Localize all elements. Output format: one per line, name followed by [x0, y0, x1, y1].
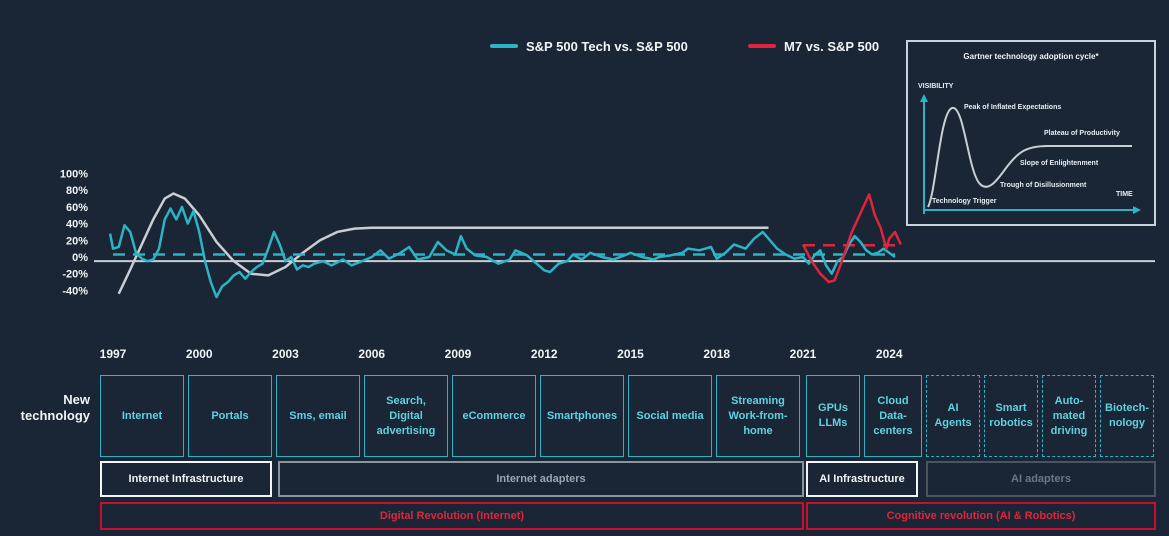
x-tick-label: 2003 [272, 347, 299, 361]
phase-box: AI adapters [926, 461, 1156, 497]
inset-y-arrow [920, 94, 928, 102]
y-tick-label: -40% [62, 285, 88, 297]
new-technology-label: New technology [20, 392, 90, 423]
legend-swatch-tech [490, 44, 518, 48]
main-line-chart: 100% 80% 60% 40% 20% 0% -20% -40% 1997 2000 2003 20… [60, 169, 1155, 361]
legend-item-m7: M7 vs. S&P 500 [748, 38, 879, 54]
x-tick-label: 2021 [790, 347, 817, 361]
series-line-tech [108, 205, 896, 299]
technology-box: Auto- mated driving [1042, 375, 1096, 457]
technology-box: AI Agents [926, 375, 980, 457]
phase-box: Internet adapters [278, 461, 804, 497]
technology-box: Internet [100, 375, 184, 457]
series-line-m7 [801, 193, 902, 284]
technology-box: Smart robotics [984, 375, 1038, 457]
x-tick-label: 1997 [100, 347, 127, 361]
inset-trough-label: Trough of Disillusionment [1000, 182, 1087, 189]
inset-y-label: VISIBILITY [918, 83, 954, 90]
y-tick-label: -20% [62, 269, 88, 281]
technology-box: Search, Digital advertising [364, 375, 448, 457]
revolution-box: Digital Revolution (Internet) [100, 502, 804, 530]
inset-trigger-label: Technology Trigger [932, 198, 997, 205]
inset-curve [920, 94, 1141, 214]
revolution-box: Cognitive revolution (AI & Robotics) [806, 502, 1156, 530]
technology-box: Smartphones [540, 375, 624, 457]
x-tick-label: 2000 [186, 347, 213, 361]
inset-plateau-label: Plateau of Productivity [1044, 130, 1120, 137]
legend-label-tech: S&P 500 Tech vs. S&P 500 [526, 38, 688, 54]
y-tick-label: 80% [66, 185, 88, 197]
hype-overlay-curve [117, 192, 769, 295]
inset-title: Gartner technology adoption cycle* [963, 52, 1099, 61]
y-tick-label: 40% [66, 219, 88, 231]
x-tick-label: 2009 [445, 347, 472, 361]
technology-box: Streaming Work-from- home [716, 375, 800, 457]
inset-x-label: TIME [1116, 191, 1133, 198]
inset-x-arrow [1133, 206, 1141, 214]
technology-box: Biotech- nology [1100, 375, 1154, 457]
phase-box: AI Infrastructure [806, 461, 918, 497]
y-tick-label: 60% [66, 202, 88, 214]
inset-slope-label: Slope of Enlightenment [1020, 160, 1099, 167]
legend-item-tech: S&P 500 Tech vs. S&P 500 [490, 38, 688, 54]
gartner-cycle-inset: Gartner technology adoption cycle* VISIB… [906, 40, 1156, 226]
technology-box: Portals [188, 375, 272, 457]
inset-peak-label: Peak of Inflated Expectations [964, 104, 1062, 111]
x-tick-label: 2012 [531, 347, 558, 361]
technology-box: eCommerce [452, 375, 536, 457]
legend-swatch-m7 [748, 44, 776, 48]
phase-box: Internet Infrastructure [100, 461, 272, 497]
technology-box: Social media [628, 375, 712, 457]
x-tick-label: 2006 [358, 347, 385, 361]
x-tick-label: 2018 [703, 347, 730, 361]
hype-curve [927, 107, 1132, 208]
technology-box: GPUs LLMs [806, 375, 860, 457]
x-tick-label: 2024 [876, 347, 903, 361]
y-tick-label: 20% [66, 235, 88, 247]
y-tick-label: 0% [72, 252, 88, 264]
technology-box: Cloud Data- centers [864, 375, 922, 457]
y-tick-label: 100% [60, 169, 88, 181]
legend-label-m7: M7 vs. S&P 500 [784, 38, 880, 54]
x-tick-label: 2015 [617, 347, 644, 361]
technology-box: Sms, email [276, 375, 360, 457]
